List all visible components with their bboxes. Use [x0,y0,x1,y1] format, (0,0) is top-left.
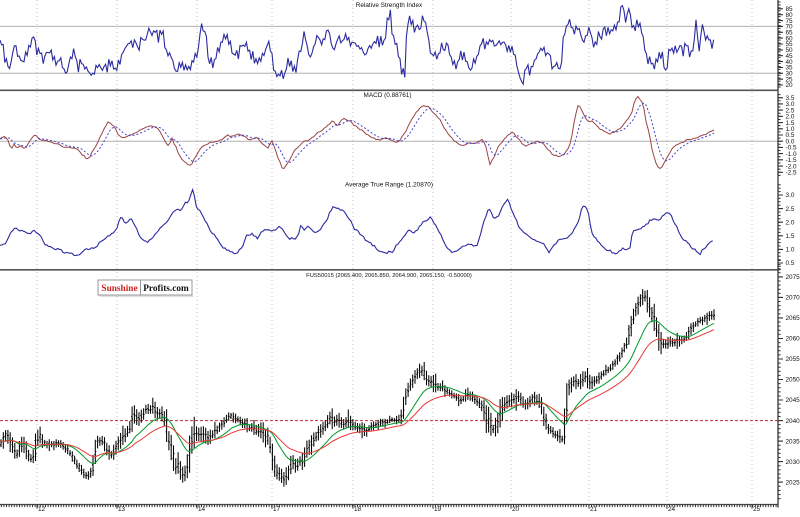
svg-text:2.5: 2.5 [786,206,795,213]
svg-text:-2.0: -2.0 [786,163,797,170]
svg-text:25: 25 [753,506,761,512]
svg-text:14: 14 [198,506,206,512]
svg-text:Average True Range (1.20870): Average True Range (1.20870) [345,182,433,189]
svg-text:FUS50015 (2065.400, 2065.850,: FUS50015 (2065.400, 2065.850, 2064.900, … [306,273,472,279]
svg-text:24: 24 [668,506,676,512]
svg-text:18: 18 [354,506,362,512]
svg-text:2075: 2075 [786,274,800,281]
svg-text:1.5: 1.5 [786,120,795,127]
svg-text:0.5: 0.5 [786,132,795,139]
svg-text:2035: 2035 [786,438,800,445]
svg-text:21: 21 [590,506,598,512]
svg-text:2060: 2060 [786,336,800,343]
svg-text:2065: 2065 [786,315,800,322]
svg-text:3.0: 3.0 [786,192,795,199]
svg-text:2.0: 2.0 [786,114,795,121]
svg-text:2045: 2045 [786,397,800,404]
svg-text:1.0: 1.0 [786,126,795,133]
svg-text:-1.5: -1.5 [786,157,797,164]
svg-text:2025: 2025 [786,479,800,486]
svg-text:19: 19 [434,506,442,512]
svg-text:Sunshine: Sunshine [101,284,137,294]
svg-text:1.0: 1.0 [786,247,795,254]
svg-text:17: 17 [273,506,281,512]
svg-text:Relative Strength Index: Relative Strength Index [356,2,423,9]
svg-text:2050: 2050 [786,377,800,384]
svg-text:13: 13 [118,506,126,512]
svg-text:2030: 2030 [786,459,800,466]
svg-text:85: 85 [786,6,794,13]
svg-text:2.5: 2.5 [786,107,795,114]
svg-text:2.0: 2.0 [786,219,795,226]
svg-text:2040: 2040 [786,418,800,425]
svg-text:2070: 2070 [786,295,800,302]
svg-text:Profits.com: Profits.com [143,284,189,294]
svg-text:MACD (0.88761): MACD (0.88761) [364,92,412,99]
svg-text:2055: 2055 [786,356,800,363]
svg-text:-0.5: -0.5 [786,145,797,152]
svg-text:-2.5: -2.5 [786,170,797,177]
svg-text:-1.0: -1.0 [786,151,797,158]
svg-text:20: 20 [512,506,520,512]
svg-text:1.5: 1.5 [786,233,795,240]
svg-text:0.5: 0.5 [786,260,795,267]
svg-text:0.0: 0.0 [786,138,795,145]
svg-text:12: 12 [38,506,46,512]
svg-text:3.5: 3.5 [786,95,795,102]
svg-text:3.0: 3.0 [786,101,795,108]
